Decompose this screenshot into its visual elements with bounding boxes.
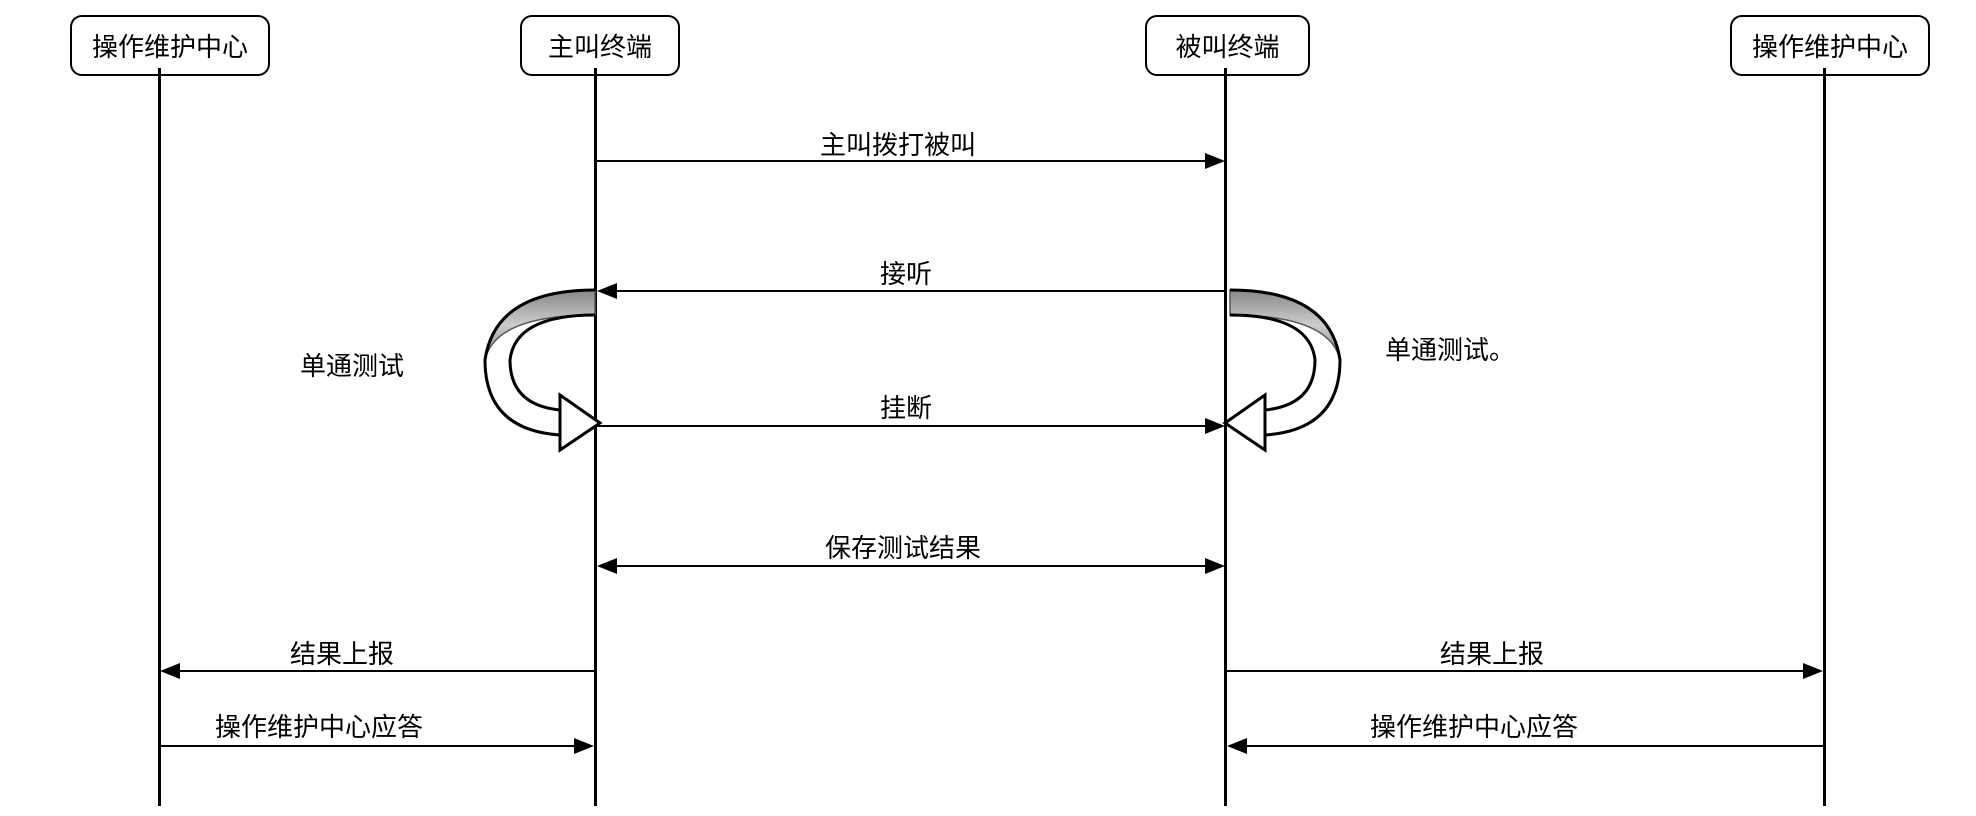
arrow-head-icon <box>1803 663 1823 679</box>
arrow-head-icon <box>1227 738 1247 754</box>
participant-caller: 主叫终端 <box>520 15 680 76</box>
arrow-head-icon <box>160 663 180 679</box>
arrow-ack-right <box>1245 745 1825 747</box>
participant-label: 操作维护中心 <box>92 33 248 62</box>
msg-label-ack-left: 操作维护中心应答 <box>215 707 423 744</box>
self-loop-caller <box>470 285 605 460</box>
participant-omc-left: 操作维护中心 <box>70 15 270 76</box>
msg-label-call: 主叫拨打被叫 <box>820 125 976 162</box>
participant-callee: 被叫终端 <box>1145 15 1310 76</box>
sequence-diagram: 操作维护中心 主叫终端 被叫终端 操作维护中心 主叫拨打被叫 接听 挂断 保存测… <box>10 10 1966 806</box>
participant-label: 操作维护中心 <box>1752 33 1908 62</box>
msg-label-report-right: 结果上报 <box>1440 634 1544 671</box>
arrow-ack-left <box>161 745 576 747</box>
participant-label: 被叫终端 <box>1175 33 1279 62</box>
participant-omc-right: 操作维护中心 <box>1730 15 1930 76</box>
lifeline-omc-right <box>1823 68 1826 806</box>
arrow-head-icon <box>1205 558 1225 574</box>
arrow-head-icon <box>574 738 594 754</box>
msg-label-answer: 接听 <box>880 254 932 291</box>
arrow-head-icon <box>1205 153 1225 169</box>
arrow-head-icon <box>597 558 617 574</box>
self-loop-label-caller: 单通测试 <box>300 346 404 383</box>
msg-label-hangup: 挂断 <box>880 388 932 425</box>
participant-label: 主叫终端 <box>548 33 652 62</box>
lifeline-omc-left <box>158 68 161 806</box>
msg-label-report-left: 结果上报 <box>290 634 394 671</box>
msg-label-ack-right: 操作维护中心应答 <box>1370 707 1578 744</box>
arrow-save <box>615 565 1207 567</box>
msg-label-save: 保存测试结果 <box>825 528 981 565</box>
self-loop-callee <box>1220 285 1355 460</box>
self-loop-label-callee: 单通测试。 <box>1385 330 1515 367</box>
arrow-hangup <box>597 425 1207 427</box>
